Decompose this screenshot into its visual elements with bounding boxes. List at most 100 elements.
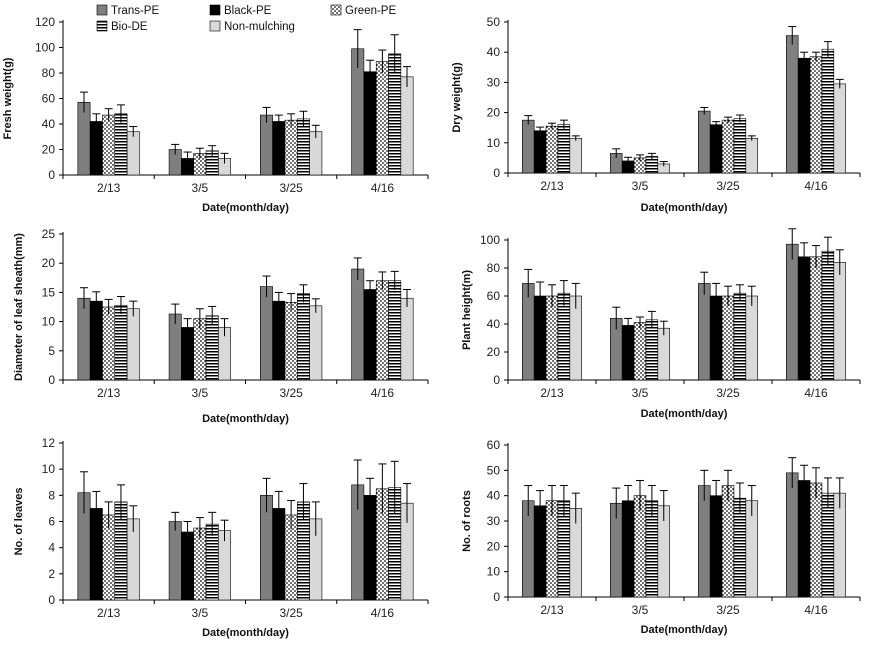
error-bar <box>548 284 556 308</box>
bar-bio-de <box>114 304 128 381</box>
bar-black-pe <box>89 300 103 381</box>
y-tick-label: 100 <box>35 41 55 55</box>
y-tick-label: 0 <box>493 166 500 180</box>
error-bar <box>220 318 229 337</box>
error-bar <box>659 490 668 521</box>
error-bar <box>747 135 756 141</box>
y-tick-label: 60 <box>487 289 501 303</box>
x-tick-label: 2/13 <box>540 386 564 400</box>
bar-non-mulching <box>309 305 323 381</box>
bar-black-pe <box>797 57 811 174</box>
error-bar <box>700 469 709 501</box>
error-bar <box>208 145 217 156</box>
error-bar <box>735 284 744 302</box>
y-tick-label: 80 <box>487 261 501 275</box>
x-tick-label: 3/5 <box>192 181 209 195</box>
y-tick-label: 50 <box>487 15 501 29</box>
y-tick-label: 6 <box>48 515 55 529</box>
y-tick-label: 20 <box>487 539 501 553</box>
error-bar <box>183 521 192 543</box>
chart-panel-2: 0 10 20 30 40 50 2/13 3/5 3/25 4/16 Dry weight(g) D… <box>451 15 861 214</box>
bar-bio-de <box>733 292 747 381</box>
error-bar <box>220 152 229 164</box>
error-bar <box>92 113 101 130</box>
bar-black-pe <box>363 289 377 381</box>
legend-swatch <box>96 4 108 16</box>
error-bar <box>378 271 387 290</box>
error-bar <box>366 280 375 299</box>
bar-trans-pe <box>77 297 91 381</box>
bar-trans-pe <box>785 472 799 598</box>
bar-green-pe <box>284 119 298 176</box>
bar-green-pe <box>284 302 298 381</box>
error-bar <box>116 104 125 123</box>
error-bar <box>287 113 296 127</box>
y-tick-label: 100 <box>480 233 500 247</box>
bar-green-pe <box>193 527 207 601</box>
chart-panel-6: 0 10 20 30 40 50 60 2/13 3/5 3/25 4/16 No. of roots… <box>461 438 861 636</box>
error-bar <box>311 124 320 139</box>
error-bar <box>299 284 308 303</box>
x-tick-label: 2/13 <box>540 179 564 193</box>
x-tick-label: 3/25 <box>716 386 740 400</box>
error-bar <box>647 485 656 516</box>
bar-black-pe <box>272 121 286 176</box>
error-bar <box>700 106 709 115</box>
error-bar <box>624 485 633 516</box>
y-tick-label: 25 <box>42 227 56 241</box>
bar-trans-pe <box>697 485 711 598</box>
error-bar <box>195 308 204 329</box>
error-bar <box>378 463 387 514</box>
error-bar <box>700 271 709 295</box>
bar-bio-de <box>296 293 310 381</box>
bar-non-mulching <box>833 83 847 174</box>
x-tick-label: 3/25 <box>279 181 303 195</box>
bar-trans-pe <box>785 35 799 174</box>
error-bar <box>659 161 668 167</box>
error-bar <box>571 492 580 524</box>
error-bar <box>724 116 732 124</box>
x-axis-title: Date(month/day) <box>641 408 728 420</box>
error-bar <box>823 236 832 266</box>
x-tick-label: 4/16 <box>371 386 395 400</box>
bar-bio-de <box>821 492 835 598</box>
bar-black-pe <box>709 124 723 174</box>
error-bar <box>274 114 283 128</box>
legend-item-bio-de: Bio-DE <box>96 20 148 33</box>
bar-trans-pe <box>697 283 711 381</box>
y-tick-label: 40 <box>42 117 56 131</box>
legend-swatch <box>96 20 108 32</box>
error-bar <box>195 517 204 539</box>
error-bar <box>624 156 633 165</box>
bar-non-mulching <box>126 308 140 381</box>
error-bar <box>612 148 621 158</box>
bar-trans-pe <box>521 283 535 381</box>
bar-green-pe <box>721 485 735 598</box>
error-bar <box>353 459 362 510</box>
legend-swatch <box>330 4 342 16</box>
x-tick-label: 2/13 <box>97 386 121 400</box>
error-bar <box>104 108 113 122</box>
bar-bio-de <box>205 315 219 381</box>
y-tick-label: 10 <box>42 315 56 329</box>
error-bar <box>353 29 362 68</box>
bar-black-pe <box>363 71 377 176</box>
error-bar <box>92 490 101 526</box>
error-bar <box>735 114 744 123</box>
x-tick-label: 3/5 <box>632 386 649 400</box>
bar-green-pe <box>721 119 735 174</box>
bar-green-pe <box>102 306 116 381</box>
bar-green-pe <box>375 280 389 381</box>
bar-trans-pe <box>697 110 711 174</box>
y-tick-label: 20 <box>42 256 56 270</box>
y-tick-label: 40 <box>487 489 501 503</box>
x-tick-label: 3/25 <box>279 606 303 620</box>
error-bar <box>104 501 113 529</box>
error-bar <box>559 119 568 130</box>
error-bar <box>571 135 580 141</box>
x-tick-label: 3/5 <box>632 603 649 617</box>
error-bar <box>788 457 797 489</box>
error-bar <box>559 280 568 306</box>
error-bar <box>171 303 180 324</box>
